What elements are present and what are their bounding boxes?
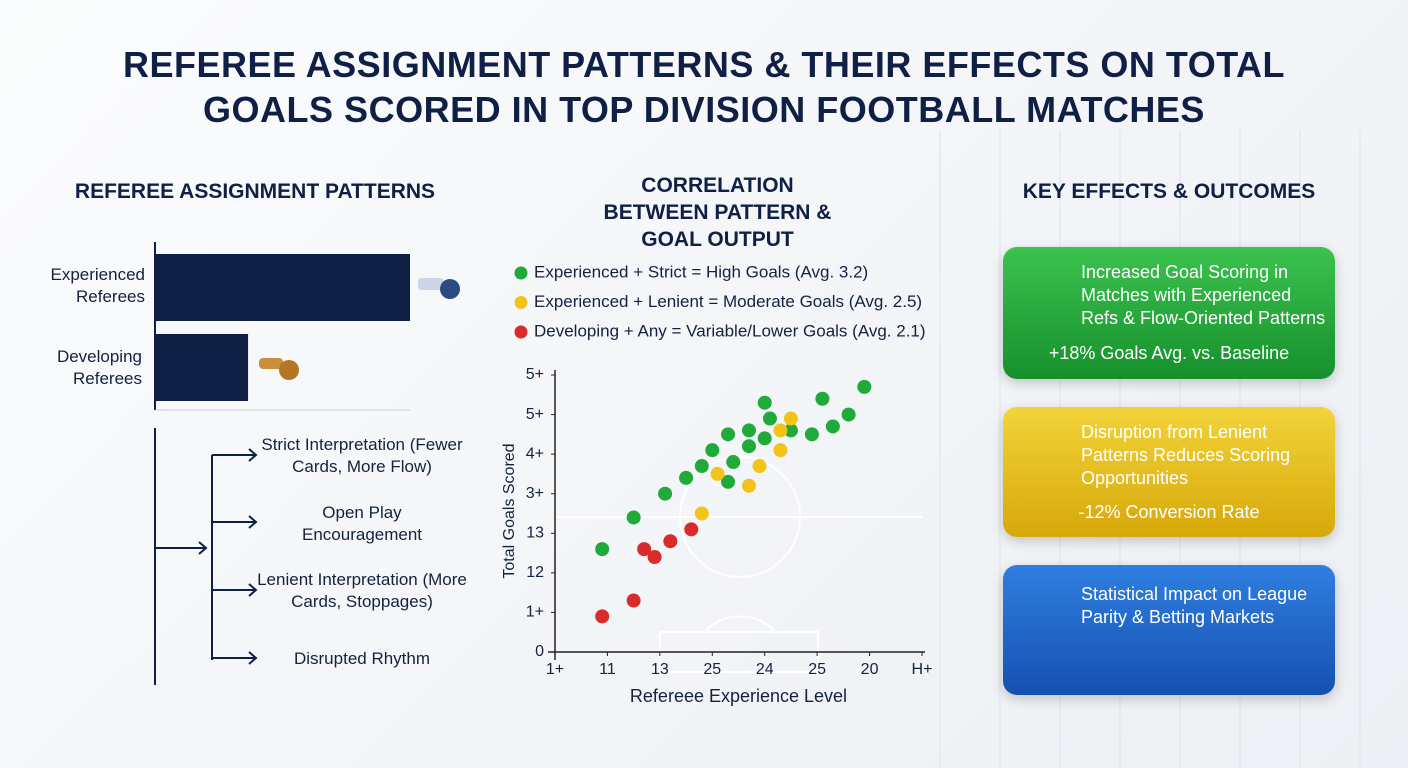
effect-card: Statistical Impact on League Parity & Be… (1003, 565, 1335, 695)
point (694, 459, 709, 474)
effects-title: KEY EFFECTS & OUTCOMES (1022, 180, 1316, 203)
point (626, 510, 641, 525)
point (595, 542, 610, 557)
legend-marker (514, 325, 528, 339)
card-stat: -12% Conversion Rate (1078, 502, 1260, 522)
flow-item: Disrupted Rhythm (293, 649, 431, 668)
legend-label: Experienced + Lenient = Moderate Goals (… (534, 292, 922, 311)
point (684, 522, 699, 537)
effect-card: Increased Goal Scoring in Matches with E… (1003, 247, 1335, 379)
whistle-icon (259, 358, 299, 380)
legend-label: Experienced + Strict = High Goals (Avg. … (534, 262, 868, 281)
point (773, 443, 788, 458)
point (757, 431, 772, 446)
x-tick-label: H+ (912, 661, 933, 678)
bar-label: Experienced Referees (50, 265, 145, 306)
point (804, 427, 819, 442)
scatter-title: CORRELATION BETWEEN PATTERN & GOAL OUTPU… (603, 174, 832, 251)
x-tick-label: 24 (756, 661, 774, 678)
point (694, 506, 709, 521)
point (757, 395, 772, 410)
bar (155, 334, 249, 401)
point (741, 439, 756, 454)
y-tick-label: 13 (526, 525, 544, 542)
y-axis-label: Total Goals Scored (501, 443, 518, 579)
x-tick-label: 25 (703, 661, 721, 678)
point (637, 542, 652, 557)
point (741, 423, 756, 438)
card-stat: +18% Goals Avg. vs. Baseline (1048, 343, 1290, 363)
y-tick-label: 3+ (526, 485, 544, 502)
point (762, 411, 777, 426)
point (595, 609, 610, 624)
point (710, 466, 725, 481)
point (658, 486, 673, 501)
point (857, 379, 872, 394)
point (721, 474, 736, 489)
pitch-lines (555, 456, 922, 673)
page-title: REFEREE ASSIGNMENT PATTERNS & THEIR EFFE… (122, 44, 1286, 130)
x-tick-label: 13 (651, 661, 669, 678)
legend-label: Developing + Any = Variable/Lower Goals … (534, 321, 926, 340)
x-tick-label: 11 (599, 661, 616, 678)
whistle-icon (418, 278, 460, 299)
y-tick-label: 4+ (526, 445, 544, 462)
effect-card: Disruption from Lenient Patterns Reduces… (1003, 407, 1335, 537)
flow-connectors (154, 428, 258, 685)
point (841, 407, 856, 422)
flow-item: Open Play Encouragement (302, 503, 423, 544)
bar-label: Developing Referees (56, 347, 142, 388)
y-tick-label: 12 (526, 564, 544, 581)
point (647, 550, 662, 565)
card-text: Disruption from Lenient Patterns Reduces… (1081, 422, 1291, 488)
point (721, 427, 736, 442)
bar (155, 254, 410, 321)
legend-marker (514, 266, 528, 280)
y-tick-label: 0 (535, 643, 544, 660)
y-tick-label: 5+ (526, 406, 544, 423)
point (815, 391, 830, 406)
x-tick-label: 1+ (546, 661, 564, 678)
flow-item: Lenient Interpretation (More Cards, Stop… (257, 570, 467, 611)
legend-marker (514, 296, 528, 309)
x-tick-label: 25 (808, 661, 826, 678)
point (773, 423, 788, 438)
card-text: Increased Goal Scoring in Matches with E… (1081, 262, 1326, 328)
point (679, 470, 694, 485)
bar-chart-title: REFEREE ASSIGNMENT PATTERNS (74, 180, 436, 203)
x-axis-label: Refereee Experience Level (629, 686, 848, 706)
card-text: Statistical Impact on League Parity & Be… (1081, 584, 1308, 627)
point (783, 423, 798, 438)
point (783, 411, 798, 426)
x-tick-label: 20 (861, 661, 879, 678)
point (626, 593, 641, 608)
point (705, 443, 720, 458)
point (726, 455, 741, 470)
point (741, 478, 756, 493)
point (663, 534, 678, 549)
y-tick-label: 1+ (526, 604, 544, 621)
y-tick-label: 5+ (526, 366, 544, 383)
point (752, 459, 767, 474)
point (825, 419, 840, 434)
flow-item: Strict Interpretation (Fewer Cards, More… (261, 435, 463, 476)
